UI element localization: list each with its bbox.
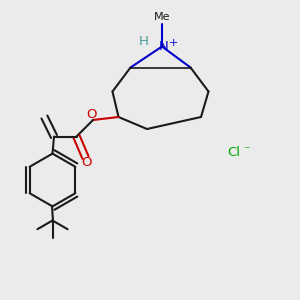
- Text: N: N: [159, 40, 169, 53]
- Text: ⁻: ⁻: [243, 144, 250, 157]
- Text: O: O: [82, 156, 92, 170]
- Text: +: +: [169, 38, 178, 48]
- Text: Cl: Cl: [227, 146, 241, 160]
- Text: H: H: [139, 34, 149, 48]
- Text: O: O: [86, 107, 97, 121]
- Text: Me: Me: [154, 12, 170, 22]
